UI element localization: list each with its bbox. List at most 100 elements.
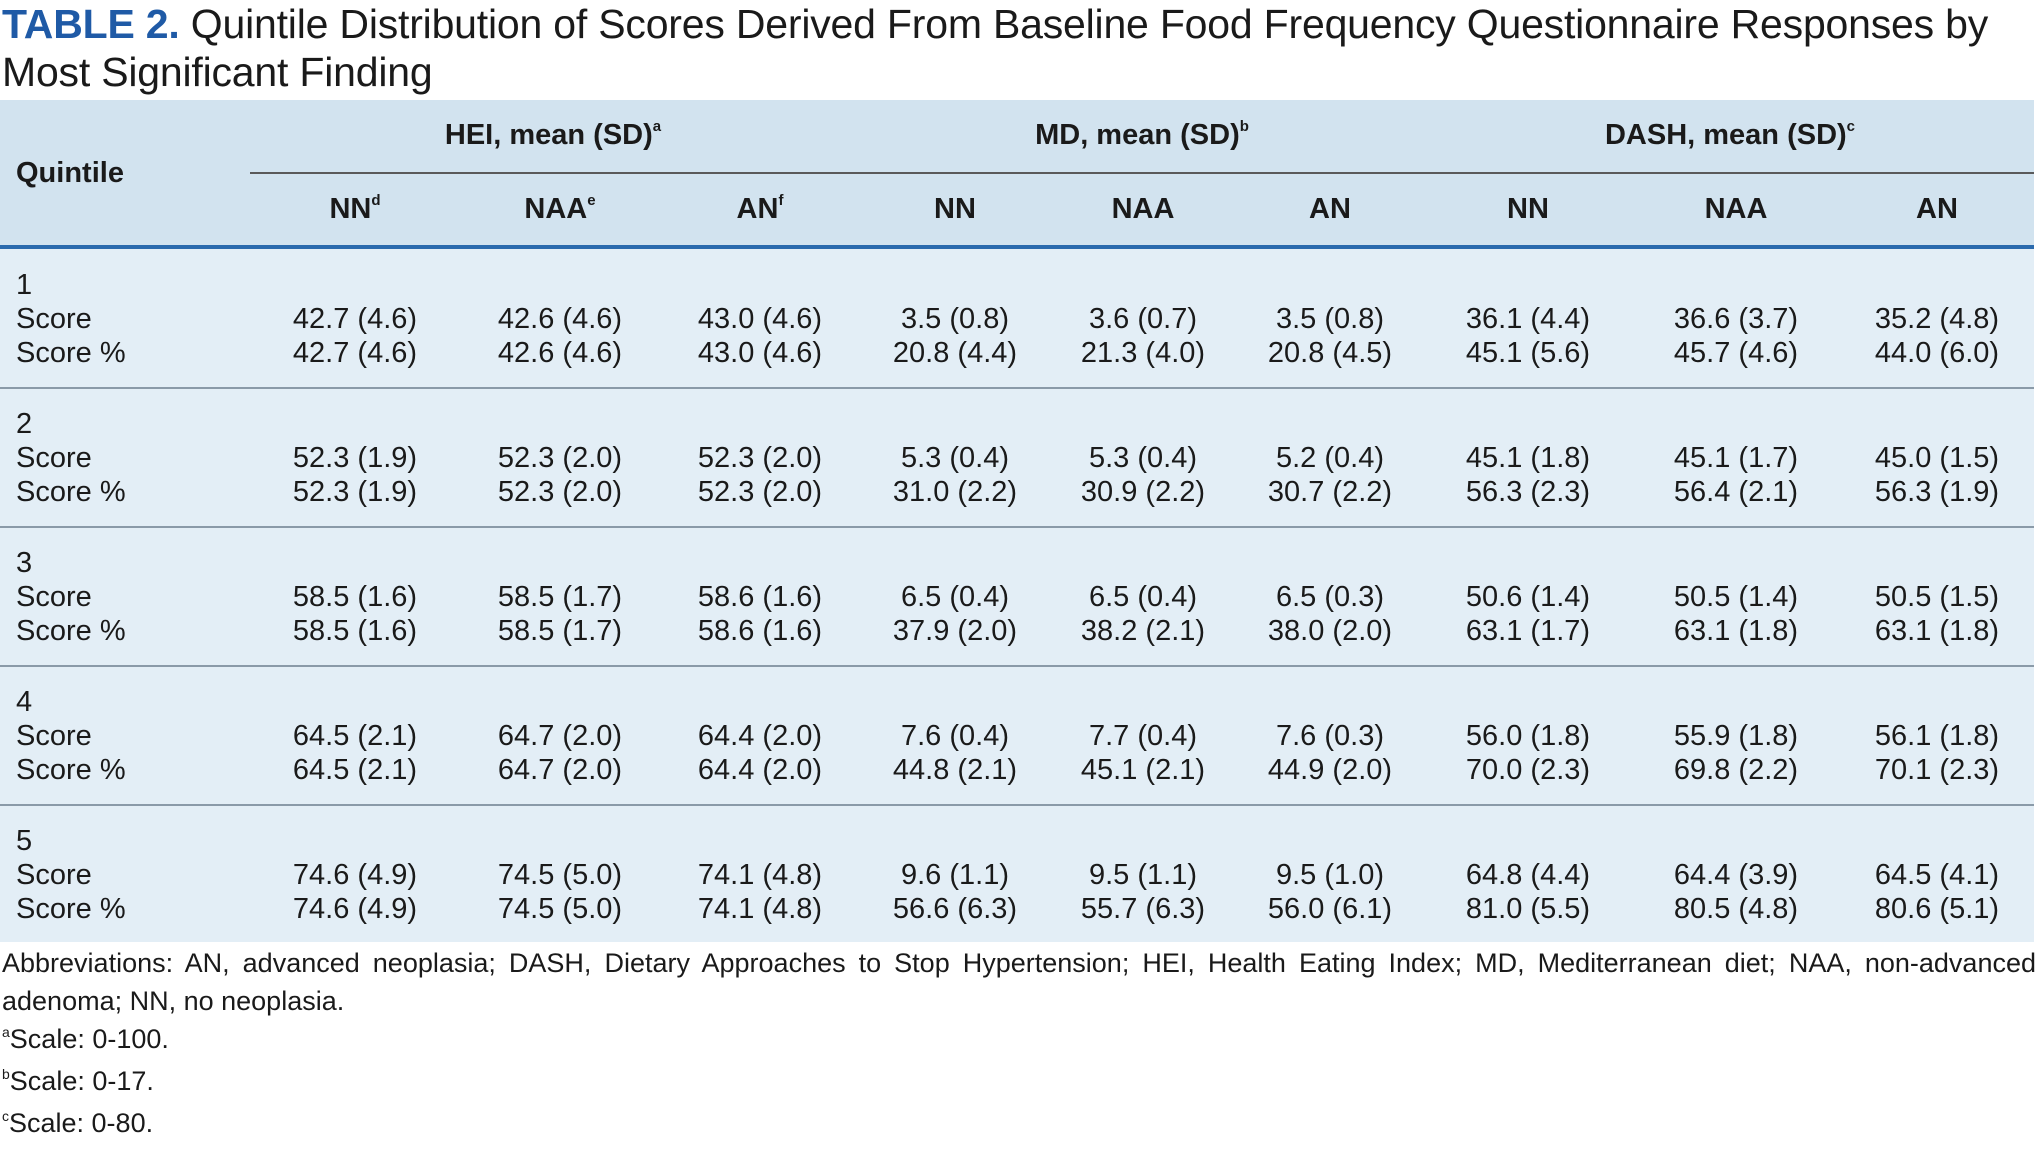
score-cell: 6.5 (0.4) — [901, 581, 1009, 613]
quintile-number: 4 — [16, 686, 33, 718]
score-row-label: Score — [16, 303, 92, 335]
score-cell: 52.3 (2.0) — [497, 442, 623, 474]
score-pct-cell: 63.1 (1.8) — [1673, 615, 1799, 647]
row-separator — [0, 804, 2034, 806]
score-pct-cell: 63.1 (1.8) — [1874, 615, 2000, 647]
column-header-dash-naa: NAA — [1704, 193, 1768, 225]
score-pct-cell: 81.0 (5.5) — [1465, 893, 1591, 925]
row-separator — [0, 387, 2034, 389]
group-header-rule — [250, 172, 2034, 174]
score-pct-cell: 52.3 (2.0) — [697, 476, 823, 508]
score-cell: 7.6 (0.4) — [901, 720, 1009, 752]
score-pct-cell: 56.0 (6.1) — [1267, 893, 1393, 925]
column-header-md-an: AN — [1309, 193, 1351, 225]
data-table: Quintile HEI, mean (SD)a MD, mean (SD)b … — [0, 100, 2034, 942]
score-pct-cell: 44.8 (2.1) — [892, 754, 1018, 786]
score-cell: 5.3 (0.4) — [901, 442, 1009, 474]
score-pct-cell: 64.5 (2.1) — [292, 754, 418, 786]
column-header-hei-an: ANf — [736, 192, 784, 225]
score-pct-cell: 70.1 (2.3) — [1874, 754, 2000, 786]
score-cell: 58.5 (1.6) — [292, 581, 418, 613]
score-cell: 64.7 (2.0) — [497, 720, 623, 752]
score-pct-cell: 42.6 (4.6) — [497, 337, 623, 369]
score-cell: 58.6 (1.6) — [697, 581, 823, 613]
score-pct-cell: 30.7 (2.2) — [1267, 476, 1393, 508]
score-row-label: Score — [16, 442, 92, 474]
table-notes: Abbreviations: AN, advanced neoplasia; D… — [2, 944, 2036, 1146]
column-header-hei-nn: NNd — [329, 192, 381, 225]
score-cell: 36.1 (4.4) — [1465, 303, 1591, 335]
score-cell: 64.4 (2.0) — [697, 720, 823, 752]
score-pct-cell: 55.7 (6.3) — [1080, 893, 1206, 925]
score-pct-cell: 64.7 (2.0) — [497, 754, 623, 786]
score-cell: 50.5 (1.5) — [1874, 581, 2000, 613]
score-pct-cell: 45.7 (4.6) — [1673, 337, 1799, 369]
score-cell: 50.5 (1.4) — [1673, 581, 1799, 613]
score-pct-row-label: Score % — [16, 754, 126, 786]
table-caption: Quintile Distribution of Scores Derived … — [2, 1, 1989, 95]
score-cell: 5.2 (0.4) — [1276, 442, 1384, 474]
score-cell: 74.1 (4.8) — [697, 859, 823, 891]
score-pct-cell: 74.5 (5.0) — [497, 893, 623, 925]
score-pct-cell: 37.9 (2.0) — [892, 615, 1018, 647]
score-cell: 45.1 (1.7) — [1673, 442, 1799, 474]
score-pct-cell: 20.8 (4.4) — [892, 337, 1018, 369]
score-cell: 52.3 (2.0) — [697, 442, 823, 474]
score-pct-cell: 56.3 (2.3) — [1465, 476, 1591, 508]
row-separator — [0, 665, 2034, 667]
score-pct-cell: 80.5 (4.8) — [1673, 893, 1799, 925]
quintile-number: 5 — [16, 825, 33, 857]
score-cell: 6.5 (0.4) — [1089, 581, 1197, 613]
score-pct-cell: 43.0 (4.6) — [697, 337, 823, 369]
score-cell: 74.5 (5.0) — [497, 859, 623, 891]
score-pct-cell: 74.6 (4.9) — [292, 893, 418, 925]
group-header-hei: HEI, mean (SD)a — [444, 118, 662, 151]
score-pct-row-label: Score % — [16, 615, 126, 647]
score-cell: 45.0 (1.5) — [1874, 442, 2000, 474]
score-cell: 56.0 (1.8) — [1465, 720, 1591, 752]
score-cell: 56.1 (1.8) — [1874, 720, 2000, 752]
score-pct-cell: 31.0 (2.2) — [892, 476, 1018, 508]
score-pct-cell: 44.0 (6.0) — [1874, 337, 2000, 369]
score-cell: 42.7 (4.6) — [292, 303, 418, 335]
quintile-number: 3 — [16, 547, 33, 579]
column-header-md-naa: NAA — [1111, 193, 1175, 225]
score-cell: 64.4 (3.9) — [1673, 859, 1799, 891]
score-cell: 45.1 (1.8) — [1465, 442, 1591, 474]
score-pct-cell: 21.3 (4.0) — [1080, 337, 1206, 369]
quintile-number: 1 — [16, 269, 33, 301]
header-bottom-rule — [0, 245, 2034, 249]
score-cell: 58.5 (1.7) — [497, 581, 623, 613]
score-pct-cell: 30.9 (2.2) — [1080, 476, 1206, 508]
score-cell: 74.6 (4.9) — [292, 859, 418, 891]
score-cell: 64.8 (4.4) — [1465, 859, 1591, 891]
score-pct-cell: 64.4 (2.0) — [697, 754, 823, 786]
score-pct-cell: 56.3 (1.9) — [1874, 476, 2000, 508]
score-pct-row-label: Score % — [16, 893, 126, 925]
score-pct-cell: 38.0 (2.0) — [1267, 615, 1393, 647]
score-pct-cell: 69.8 (2.2) — [1673, 754, 1799, 786]
group-header-md: MD, mean (SD)b — [1035, 118, 1249, 151]
score-cell: 7.6 (0.3) — [1276, 720, 1384, 752]
score-pct-cell: 38.2 (2.1) — [1080, 615, 1206, 647]
score-cell: 3.5 (0.8) — [901, 303, 1009, 335]
score-pct-cell: 52.3 (2.0) — [497, 476, 623, 508]
score-cell: 3.6 (0.7) — [1089, 303, 1197, 335]
table-title: TABLE 2. Quintile Distribution of Scores… — [2, 0, 2032, 96]
score-pct-cell: 58.5 (1.7) — [497, 615, 623, 647]
quintile-header: Quintile — [16, 157, 124, 189]
score-cell: 9.6 (1.1) — [901, 859, 1009, 891]
score-cell: 42.6 (4.6) — [497, 303, 623, 335]
footnote-a: aScale: 0-100. — [2, 1024, 169, 1054]
footnote-b: bScale: 0-17. — [2, 1066, 154, 1096]
score-pct-cell: 45.1 (5.6) — [1465, 337, 1591, 369]
score-pct-cell: 80.6 (5.1) — [1874, 893, 2000, 925]
score-pct-cell: 63.1 (1.7) — [1465, 615, 1591, 647]
score-pct-cell: 70.0 (2.3) — [1465, 754, 1591, 786]
score-pct-row-label: Score % — [16, 337, 126, 369]
score-pct-cell: 58.6 (1.6) — [697, 615, 823, 647]
column-header-md-nn: NN — [934, 193, 976, 225]
score-cell: 52.3 (1.9) — [292, 442, 418, 474]
score-pct-cell: 52.3 (1.9) — [292, 476, 418, 508]
score-cell: 43.0 (4.6) — [697, 303, 823, 335]
